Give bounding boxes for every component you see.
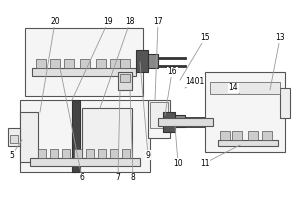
- Text: 8: 8: [130, 173, 135, 182]
- Bar: [20, 100, 150, 172]
- Bar: [72, 100, 80, 172]
- Text: 18: 18: [125, 18, 135, 26]
- Bar: [120, 74, 130, 82]
- Bar: [96, 59, 106, 68]
- Bar: [110, 59, 120, 68]
- Bar: [118, 72, 132, 90]
- Bar: [25, 28, 143, 96]
- Bar: [262, 131, 272, 140]
- Text: 14: 14: [228, 84, 238, 92]
- Bar: [158, 118, 213, 126]
- Bar: [122, 149, 130, 158]
- Bar: [218, 140, 278, 146]
- Bar: [10, 135, 18, 143]
- Bar: [248, 131, 258, 140]
- Bar: [205, 72, 285, 152]
- Bar: [86, 149, 94, 158]
- Bar: [36, 59, 46, 68]
- Bar: [136, 50, 148, 72]
- Bar: [30, 158, 140, 166]
- Text: 7: 7: [116, 173, 120, 182]
- Text: 13: 13: [275, 33, 285, 43]
- Bar: [110, 149, 118, 158]
- Text: 5: 5: [10, 150, 14, 160]
- Bar: [82, 108, 132, 164]
- Bar: [120, 59, 130, 68]
- Bar: [32, 68, 136, 76]
- Bar: [232, 131, 242, 140]
- Text: 9: 9: [146, 150, 150, 160]
- Bar: [50, 149, 58, 158]
- Text: 11: 11: [200, 158, 210, 168]
- Bar: [50, 59, 60, 68]
- Text: 6: 6: [80, 173, 84, 182]
- Bar: [163, 112, 175, 132]
- Bar: [8, 128, 20, 146]
- Bar: [20, 112, 38, 162]
- Bar: [38, 149, 46, 158]
- Bar: [64, 59, 74, 68]
- Bar: [210, 82, 280, 94]
- Text: 17: 17: [153, 18, 163, 26]
- Bar: [150, 102, 168, 128]
- Text: 20: 20: [50, 18, 60, 26]
- Text: 1401: 1401: [185, 77, 205, 86]
- Bar: [148, 54, 158, 68]
- Bar: [175, 115, 185, 127]
- Text: 15: 15: [200, 33, 210, 43]
- Bar: [280, 88, 290, 118]
- Bar: [148, 100, 170, 138]
- Text: 16: 16: [167, 68, 177, 76]
- Bar: [74, 149, 82, 158]
- Text: 19: 19: [103, 18, 113, 26]
- Bar: [62, 149, 70, 158]
- Bar: [220, 131, 230, 140]
- Text: 10: 10: [173, 158, 183, 168]
- Bar: [80, 59, 90, 68]
- Bar: [98, 149, 106, 158]
